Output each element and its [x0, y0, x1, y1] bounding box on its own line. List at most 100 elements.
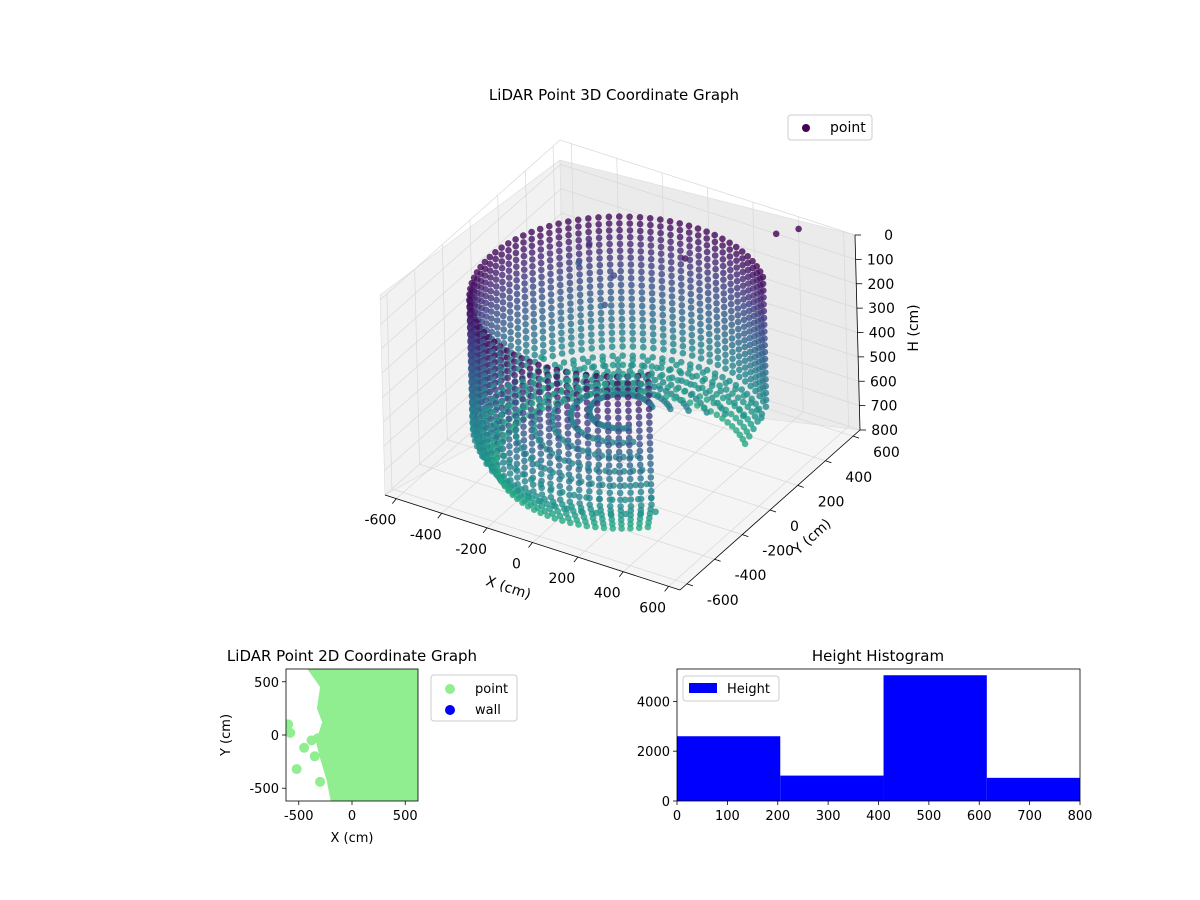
point-1960	[524, 503, 532, 510]
point-97	[711, 245, 719, 252]
point-366	[506, 294, 513, 302]
point-1851	[556, 476, 563, 483]
point-107	[606, 247, 614, 255]
point-103	[505, 247, 512, 254]
point-627	[577, 332, 585, 340]
point-375	[597, 296, 604, 303]
point-121	[657, 250, 665, 257]
point-1701	[579, 447, 586, 455]
legend-3d-label: point	[830, 120, 866, 136]
point-270	[499, 278, 506, 286]
x2d-tick-label-1: 0	[348, 809, 356, 824]
point-765	[722, 351, 729, 359]
point-234	[712, 272, 720, 280]
point-1708	[605, 448, 613, 456]
point-2028	[609, 525, 617, 532]
point-75	[505, 240, 512, 247]
point-640	[539, 334, 547, 342]
point-77	[676, 240, 684, 248]
point-69	[711, 238, 719, 246]
point-252	[596, 275, 604, 283]
point-617	[530, 331, 538, 338]
point-745	[746, 348, 754, 356]
point-1883	[616, 482, 624, 490]
point-1215	[687, 391, 695, 399]
point-339	[720, 290, 728, 297]
hist-x-tick-label-7: 700	[1017, 809, 1042, 824]
y-tick-label-3: 0	[790, 519, 799, 535]
point-867	[641, 363, 648, 370]
point-1828	[521, 471, 529, 478]
point-131	[744, 252, 751, 260]
point-134	[505, 253, 512, 261]
point-90	[686, 243, 693, 250]
point-109	[637, 248, 645, 255]
point-321	[727, 287, 735, 294]
x-tick-label-1: -400	[410, 527, 442, 543]
point-1908	[616, 489, 624, 497]
point-616	[588, 331, 595, 338]
point-86	[719, 242, 726, 249]
point-63	[512, 236, 519, 243]
legend-histogram-swatch	[689, 683, 717, 693]
point-1051	[722, 379, 730, 387]
point-1470	[554, 414, 562, 422]
point-1809	[529, 467, 536, 475]
x-tick-mark-6	[664, 586, 669, 592]
point-228	[576, 271, 583, 278]
point-96	[667, 245, 675, 252]
chart-2d-x-label: X (cm)	[331, 831, 374, 846]
point-308	[576, 284, 584, 292]
point-550	[679, 322, 686, 330]
point-586	[567, 327, 575, 335]
point-1998	[544, 512, 551, 519]
point-1834	[575, 473, 583, 480]
point-185	[513, 263, 520, 271]
point-48	[694, 232, 702, 239]
point-6	[585, 215, 592, 222]
point-738	[714, 347, 721, 355]
point-1852	[528, 476, 535, 483]
y-tick-label-0: -600	[707, 593, 739, 609]
point-169	[505, 260, 513, 268]
point-2011	[559, 517, 566, 524]
point-1405	[625, 407, 632, 415]
point-451	[728, 307, 735, 315]
point-496	[745, 314, 753, 322]
point-585	[713, 327, 721, 334]
grid-z-1	[380, 163, 856, 325]
point-876	[589, 364, 596, 371]
point-458	[618, 308, 625, 316]
point-2d-1	[286, 727, 296, 738]
point-174	[556, 261, 563, 268]
point-190	[733, 264, 740, 271]
point-53	[626, 233, 634, 241]
point-771	[619, 352, 626, 360]
point-1400	[594, 407, 601, 414]
point-1572	[512, 427, 519, 435]
point-465	[597, 309, 605, 317]
point-1772	[647, 460, 654, 468]
point-1870	[585, 481, 593, 488]
point-383	[587, 297, 594, 304]
point-1061	[624, 380, 632, 387]
point-352	[499, 292, 507, 299]
point-1593	[564, 430, 572, 437]
point-1748	[626, 455, 633, 462]
point-517	[649, 317, 657, 324]
point-541	[522, 321, 529, 328]
point-324	[506, 287, 513, 295]
point-634	[669, 334, 677, 341]
point-1466	[625, 414, 632, 421]
point-676	[660, 339, 667, 346]
point-137	[627, 254, 634, 261]
point-1011	[537, 376, 544, 383]
point-160	[712, 259, 719, 266]
point-1252	[604, 393, 611, 401]
point-1767	[546, 460, 554, 467]
point-1363	[744, 403, 752, 411]
point-46	[711, 231, 718, 239]
point-542	[539, 321, 546, 328]
point-49	[520, 232, 527, 239]
